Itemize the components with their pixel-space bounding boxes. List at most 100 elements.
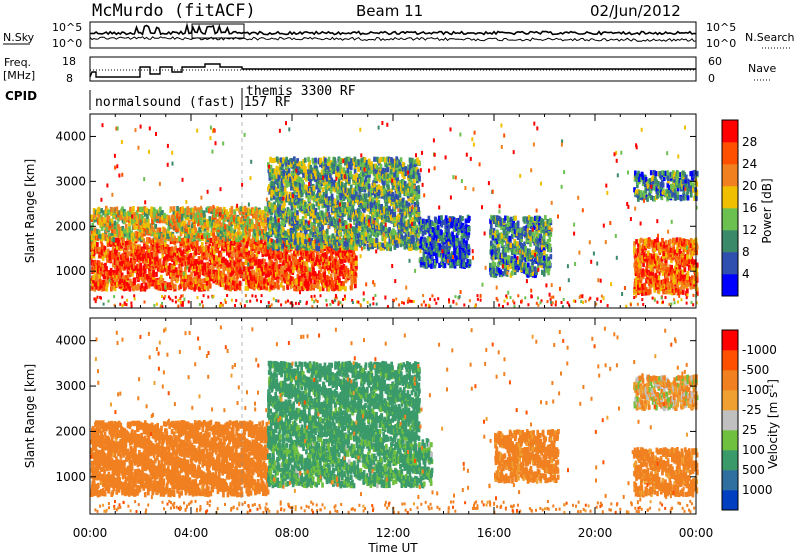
scatter-cell (346, 245, 349, 251)
scatter-cell (230, 206, 234, 212)
scatter-cell (310, 222, 314, 228)
scatter-cell (190, 207, 193, 213)
scatter-cell (338, 277, 341, 283)
scatter-cell (380, 214, 384, 220)
scatter-cell (367, 203, 370, 209)
scatter-cell (181, 226, 185, 232)
freq-tick-bottom: 8 (66, 72, 73, 85)
scatter-cell (286, 178, 289, 184)
scatter-cell (326, 241, 329, 247)
scatter-cell (124, 228, 127, 234)
scatter-cell (142, 248, 146, 254)
scatter-cell (217, 207, 221, 213)
scatter-cell (308, 201, 312, 207)
scatter-cell (105, 249, 108, 255)
scatter-cell (152, 237, 156, 243)
scatter-cell (306, 238, 310, 244)
scatter-cell (304, 278, 308, 284)
scatter-cell (336, 263, 340, 269)
scatter-cell (164, 281, 168, 288)
scatter-cell (349, 165, 353, 171)
scatter-cell (202, 250, 206, 256)
scatter-cell (233, 260, 237, 266)
scatter-cell (310, 253, 313, 259)
scatter-cell (305, 282, 308, 288)
scatter-cell (337, 241, 341, 247)
scatter-cell (159, 206, 162, 212)
scatter-cell (217, 268, 221, 274)
scatter-cell (361, 226, 364, 232)
scatter-cell (394, 175, 398, 181)
scatter-cell (170, 280, 174, 286)
scatter-cell (123, 279, 127, 285)
scatter-cell (90, 214, 94, 220)
scatter-cell (341, 284, 345, 290)
scatter-cell (249, 209, 253, 215)
scatter-cell (115, 276, 118, 283)
scatter-cell (364, 204, 368, 210)
scatter-cell (289, 279, 293, 285)
scatter-cell (275, 260, 279, 266)
scatter-cell (261, 269, 265, 275)
scatter-cell (235, 276, 239, 283)
scatter-cell (347, 160, 351, 166)
scatter-cell (319, 247, 323, 253)
scatter-cell (341, 212, 345, 218)
scatter-cell (110, 269, 114, 276)
scatter-cell (249, 241, 253, 247)
scatter-cell (301, 286, 305, 292)
scatter-cell (371, 213, 375, 219)
scatter-cell (350, 284, 354, 290)
scatter-cell (303, 253, 307, 259)
scatter-cell (166, 253, 169, 259)
scatter-cell (267, 277, 271, 283)
scatter-cell (275, 243, 278, 249)
scatter-cell (315, 278, 319, 284)
scatter-cell (189, 262, 193, 268)
scatter-cell (269, 223, 272, 229)
scatter-cell (212, 227, 215, 233)
scatter-cell (391, 158, 395, 164)
scatter-cell (154, 240, 157, 247)
scatter-cell (317, 204, 321, 210)
scatter-cell (309, 180, 312, 186)
scatter-cell (128, 226, 131, 232)
scatter-cell (263, 258, 266, 265)
scatter-cell (300, 237, 304, 243)
scatter-cell (227, 262, 231, 268)
scatter-cell (273, 204, 277, 210)
scatter-cell (355, 172, 358, 179)
scatter-cell (144, 244, 148, 250)
scatter-cell (349, 266, 353, 273)
scatter-cell (279, 275, 283, 281)
scatter-cell (393, 171, 397, 177)
scatter-cell (226, 279, 229, 285)
scatter-cell (394, 221, 397, 227)
scatter-cell (357, 177, 360, 183)
scatter-cell (210, 269, 214, 275)
scatter-cell (170, 264, 174, 270)
scatter-cell (221, 278, 225, 284)
scatter-cell (386, 241, 389, 248)
scatter-cell (212, 231, 215, 237)
scatter-cell (246, 269, 250, 275)
scatter-cell (292, 163, 296, 169)
scatter-cell (388, 217, 391, 223)
scatter-cell (200, 259, 204, 265)
scatter-cell (185, 255, 189, 261)
scatter-cell (355, 230, 358, 236)
scatter-cell (128, 242, 132, 248)
scatter-cell (316, 212, 319, 218)
scatter-cell (280, 221, 284, 227)
cpid-program-2: themis 3300 RF (246, 84, 356, 99)
scatter-cell (325, 159, 329, 165)
scatter-cell (134, 224, 137, 230)
scatter-cell (330, 162, 334, 168)
scatter-cell (208, 283, 212, 289)
scatter-cell (226, 250, 229, 256)
scatter-cell (104, 212, 107, 218)
scatter-cell (329, 188, 333, 194)
scatter-cell (285, 272, 288, 278)
scatter-cell (352, 249, 356, 255)
scatter-cell (226, 275, 230, 281)
